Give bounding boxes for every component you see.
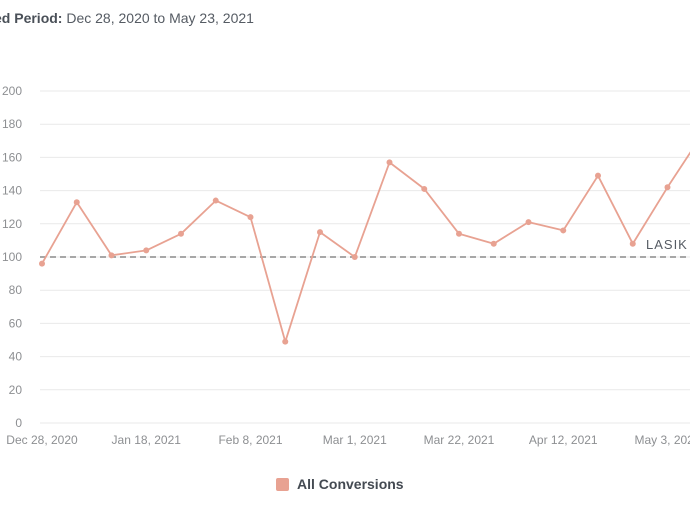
y-tick-label: 180 <box>2 117 22 131</box>
y-tick-label: 200 <box>2 84 22 98</box>
legend-label: All Conversions <box>297 476 404 492</box>
x-tick-label: Mar 22, 2021 <box>424 433 495 447</box>
data-point <box>629 240 636 247</box>
data-point <box>282 338 289 345</box>
y-tick-label: 80 <box>9 283 23 297</box>
x-tick-label: Feb 8, 2021 <box>218 433 282 447</box>
y-tick-label: 40 <box>9 350 23 364</box>
period-value: Dec 28, 2020 to May 23, 2021 <box>66 10 254 26</box>
data-point <box>490 240 497 247</box>
data-point <box>143 247 150 254</box>
series-line-all-conversions <box>41 151 690 343</box>
data-point <box>525 219 532 226</box>
y-tick-label: 100 <box>2 250 22 264</box>
y-tick-label: 60 <box>9 316 23 330</box>
data-point <box>560 227 567 234</box>
reporting-period: ed Period: Dec 28, 2020 to May 23, 2021 <box>0 10 254 26</box>
legend-swatch <box>276 477 289 491</box>
data-point <box>664 184 671 191</box>
x-tick-label: Mar 1, 2021 <box>323 433 387 447</box>
x-tick-label: May 3, 2021 <box>634 433 690 447</box>
data-point <box>317 229 323 236</box>
data-point <box>351 254 358 260</box>
data-point <box>73 199 80 206</box>
y-tick-label: 20 <box>9 383 23 397</box>
data-point <box>247 214 254 221</box>
x-tick-label: Jan 18, 2021 <box>112 433 182 447</box>
period-label: ed Period: <box>0 10 63 26</box>
y-tick-label: 120 <box>2 217 22 231</box>
x-tick-label: Apr 12, 2021 <box>529 433 598 447</box>
data-point <box>456 230 462 237</box>
y-tick-label: 160 <box>2 150 22 164</box>
data-point <box>178 230 184 237</box>
data-point <box>39 260 45 267</box>
chart-legend[interactable]: All Conversions <box>276 476 404 492</box>
data-point <box>386 159 393 166</box>
data-point <box>212 197 219 204</box>
reference-line-label: LASIK <box>646 237 688 252</box>
data-point <box>108 252 115 259</box>
data-point <box>421 185 428 192</box>
y-tick-label: 140 <box>2 184 22 198</box>
x-tick-label: Dec 28, 2020 <box>6 433 78 447</box>
data-point <box>595 172 601 179</box>
y-tick-label: 0 <box>15 416 22 430</box>
